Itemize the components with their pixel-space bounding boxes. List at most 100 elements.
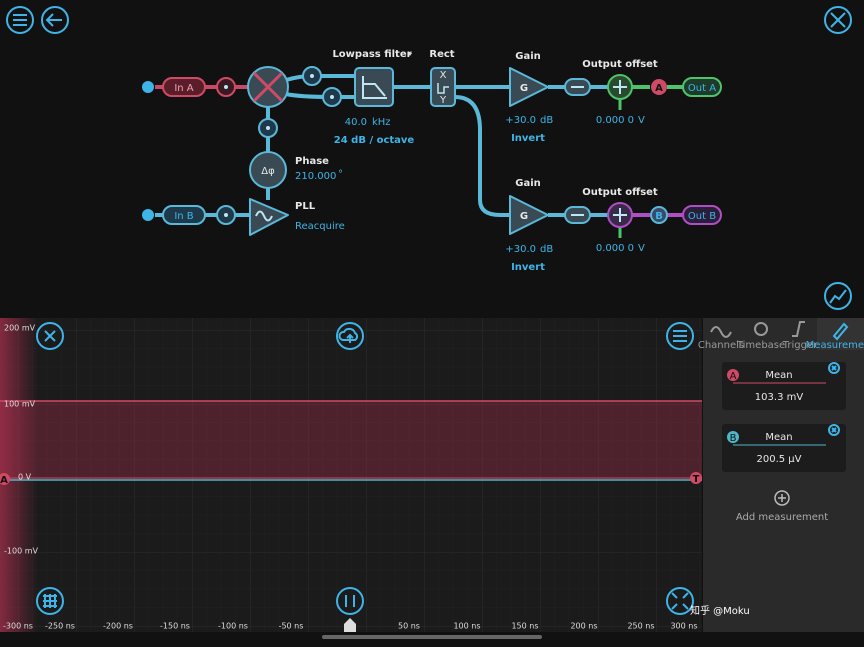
y-label: -100 mV [4,547,38,556]
gain-title: Gain [515,178,541,189]
cloud-button[interactable] [336,322,364,350]
offset-title: Output offset [582,59,658,70]
node [216,66,342,225]
pause-button[interactable] [336,587,364,615]
x-label: -300 ns [3,622,33,631]
x-label: 250 ns [627,622,654,631]
y-label: 200 mV [4,324,36,333]
tools-button[interactable] [824,6,852,34]
x-label: -100 ns [218,622,248,631]
gain-block[interactable] [509,67,549,107]
channel-marker-label: A [0,475,8,486]
info-icon[interactable] [142,81,154,93]
tab[interactable]: Trigger [782,340,818,351]
gain-title: Gain [515,51,541,62]
back-button[interactable] [41,6,69,34]
x-label: 100 ns [453,622,480,631]
x-label: 200 ns [570,622,597,631]
add-measurement[interactable]: Add measurement [736,490,828,523]
gain-block[interactable] [509,195,549,235]
settings-button[interactable] [666,322,694,350]
x-label: -150 ns [160,622,190,631]
channel-badge [650,206,668,224]
offset-unit: V [638,115,645,126]
lowpass-title[interactable]: Lowpass filter [332,49,411,60]
pll-action[interactable]: Reacquire [295,221,345,232]
measurement-value: 200.5 µV [756,454,801,465]
badge-label: A [655,83,663,94]
signal-band [0,401,702,479]
output-label: Out A [688,83,716,94]
rect-block[interactable] [430,67,456,107]
pll-title: PLL [295,201,316,212]
close-button[interactable] [36,322,64,350]
gain-unit: dB [540,244,553,255]
channel-marker[interactable] [0,473,10,485]
measurement-label: Mean [765,432,792,443]
invert-toggle[interactable]: Invert [511,133,545,144]
trigger-marker-label: T [693,474,700,485]
channel-badge [651,79,667,95]
rect-bottom: Y [439,95,447,106]
tab[interactable]: Measurement [806,340,864,351]
x-label: 50 ns [398,622,420,631]
x-label: -200 ns [103,622,133,631]
menu-button[interactable] [6,6,34,34]
mixer-icon [252,71,284,103]
measurement-card[interactable]: A Mean 103.3 mV [722,362,846,410]
gain-symbol: G [520,211,528,222]
measurement-channel: B [730,433,737,444]
offset-value[interactable]: 0.000 0 [596,243,634,254]
lowpass-block[interactable] [354,67,394,107]
offset-title: Output offset [582,187,658,198]
phase-value[interactable]: 210.000 [295,171,336,182]
phase-title: Phase [295,156,329,167]
x-label: -250 ns [45,622,75,631]
lowpass-unit: kHz [372,117,391,128]
phase-unit: ° [338,169,343,180]
measurement-label: Mean [765,370,792,381]
trigger-marker[interactable] [690,472,702,484]
home-indicator [322,635,542,639]
phase-shifter[interactable] [249,151,287,189]
info-icon[interactable] [142,209,154,221]
zero-time-marker[interactable] [344,618,356,632]
input-label: In A [174,83,193,94]
rect-top: X [440,70,447,81]
y-label: 0 V [18,473,32,482]
output-a[interactable] [682,77,722,97]
badge-label: B [655,211,663,222]
chart-button[interactable] [824,282,852,310]
watermark: 知乎 @Moku [690,604,750,617]
lowpass-frequency[interactable]: 40.0 [345,117,367,128]
lowpass-slope[interactable]: 24 dB / octave [334,135,415,146]
measurement-card[interactable]: B Mean 200.5 µV [722,424,846,472]
channel-b: G Gain +30.0 dB Invert Output offset 0.0… [505,178,722,273]
offset-unit: V [638,243,645,254]
input-b[interactable] [162,205,206,225]
grid-button[interactable] [36,587,64,615]
x-label: 150 ns [511,622,538,631]
measurement-value: 103.3 mV [755,392,804,403]
output-b[interactable] [682,205,722,225]
rect-title: Rect [429,49,454,60]
output-label: Out B [688,211,716,222]
x-label: -50 ns [279,622,304,631]
phase-symbol: Δφ [261,166,275,177]
input-label: In B [174,211,193,222]
input-a[interactable] [162,77,206,97]
gain-value[interactable]: +30.0 [505,244,536,255]
add-label: Add measurement [736,512,828,523]
pll-block[interactable] [249,198,289,236]
invert-toggle[interactable]: Invert [511,262,545,273]
grid [0,318,702,632]
fullscreen-button[interactable] [666,587,694,615]
gain-value[interactable]: +30.0 [505,115,536,126]
y-label: 100 mV [4,400,36,409]
gain-unit: dB [540,115,553,126]
tab[interactable]: Timebase [736,340,785,351]
tab[interactable]: Channels [698,340,744,351]
offset-value[interactable]: 0.000 0 [596,115,634,126]
gain-symbol: G [520,83,528,94]
